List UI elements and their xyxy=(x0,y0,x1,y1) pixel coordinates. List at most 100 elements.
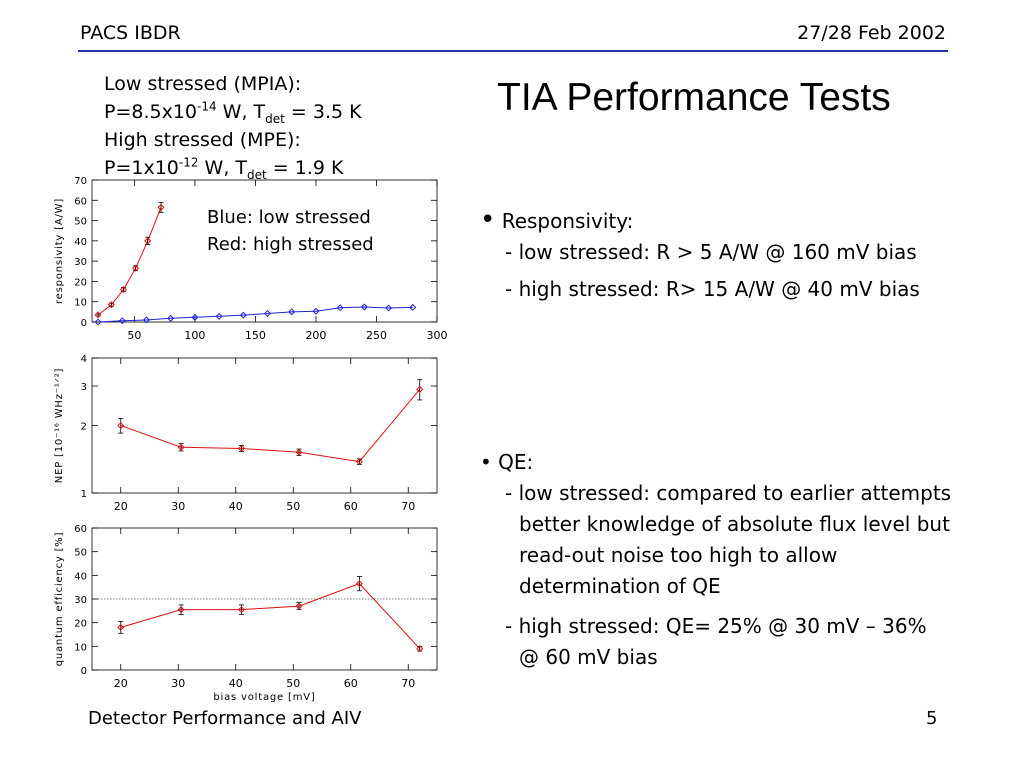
x-tick-label: 150 xyxy=(245,329,266,342)
x-tick-label: 60 xyxy=(344,500,358,513)
y-axis-label: responsivity [A/W] xyxy=(54,198,65,304)
data-point xyxy=(416,645,424,653)
data-point xyxy=(288,308,296,316)
y-axis-label: NEP [10⁻¹⁶ WHz⁻¹ᐟ²] xyxy=(54,368,65,483)
y-tick-label: 0 xyxy=(81,666,87,677)
data-point xyxy=(355,580,363,588)
y-tick-label: 50 xyxy=(74,217,87,228)
data-point xyxy=(237,444,246,452)
data-point xyxy=(142,316,150,324)
data-point xyxy=(312,307,320,315)
y-tick-label: 2 xyxy=(81,422,87,433)
data-point xyxy=(157,203,165,211)
data-point xyxy=(355,458,363,466)
data-point xyxy=(336,304,344,312)
header-date: 27/28 Feb 2002 xyxy=(797,22,946,44)
data-point xyxy=(409,303,417,311)
series-line-high-stressed xyxy=(97,207,162,316)
data-point xyxy=(360,303,368,311)
data-point xyxy=(295,602,303,610)
x-tick-label: 50 xyxy=(286,500,300,513)
high-stressed-params: P=1x10-12 W, Tdet = 1.9 K xyxy=(104,155,344,182)
x-tick-label: 70 xyxy=(401,677,415,690)
y-tick-label: 50 xyxy=(74,548,87,559)
qe-high-line-2: @ 60 mV bias xyxy=(519,645,658,669)
page-number: 5 xyxy=(926,708,938,729)
y-tick-label: 10 xyxy=(74,642,87,653)
y-tick-label: 70 xyxy=(74,176,87,187)
responsivity-high: - high stressed: R> 15 A/W @ 40 mV bias xyxy=(505,277,920,301)
y-tick-label: 4 xyxy=(81,354,87,365)
x-tick-label: 40 xyxy=(229,500,243,513)
plot-frame xyxy=(91,179,438,323)
y-tick-label: 10 xyxy=(74,298,87,309)
data-point xyxy=(132,264,140,272)
data-point xyxy=(94,318,102,326)
data-point xyxy=(295,448,303,456)
low-stressed-params: P=8.5x10-14 W, Tdet = 3.5 K xyxy=(104,99,362,126)
x-tick-label: 70 xyxy=(401,500,415,513)
y-tick-label: 0 xyxy=(81,318,87,329)
x-tick-label: 250 xyxy=(366,329,387,342)
x-tick-label: 60 xyxy=(344,677,358,690)
x-tick-label: 50 xyxy=(127,329,141,342)
test-conditions: Low stressed (MPIA): P=8.5x10-14 W, Tdet… xyxy=(104,70,362,182)
series-line-high-stressed xyxy=(120,388,421,463)
data-point xyxy=(264,309,272,317)
qe-low-line-4: determination of QE xyxy=(519,574,721,598)
data-point xyxy=(177,443,185,451)
data-point xyxy=(385,304,393,312)
x-tick-label: 100 xyxy=(184,329,205,342)
data-point xyxy=(107,301,115,309)
x-tick-label: 40 xyxy=(229,677,243,690)
x-tick-label: 20 xyxy=(114,500,128,513)
data-point xyxy=(215,312,223,320)
responsivity-heading: • Responsivity: xyxy=(480,205,634,235)
legend-note-red: Red: high stressed xyxy=(207,234,374,255)
qe-low-line-1: - low stressed: compared to earlier atte… xyxy=(505,481,952,505)
y-tick-label: 1 xyxy=(81,489,87,500)
y-tick-label: 60 xyxy=(74,524,87,535)
qe-high-line-1: - high stressed: QE= 25% @ 30 mV – 36% xyxy=(505,614,927,638)
findings-text: • Responsivity: - low stressed: R > 5 A/… xyxy=(480,205,1020,673)
slide-title: TIA Performance Tests xyxy=(497,76,891,119)
y-tick-label: 30 xyxy=(74,257,87,268)
data-point xyxy=(177,606,185,614)
x-tick-label: 30 xyxy=(171,677,185,690)
header-rule xyxy=(78,50,948,52)
low-stressed-label: Low stressed (MPIA): xyxy=(104,73,302,95)
data-point xyxy=(167,314,175,322)
qe-heading: • QE: xyxy=(480,450,534,474)
series-line-high-stressed xyxy=(120,583,421,650)
qe-low-line-2: better knowledge of absolute flux level … xyxy=(519,512,950,536)
responsivity-low: - low stressed: R > 5 A/W @ 160 mV bias xyxy=(505,240,917,264)
data-point xyxy=(191,313,199,321)
data-point xyxy=(94,311,102,319)
data-point xyxy=(117,623,125,631)
x-tick-label: 200 xyxy=(305,329,326,342)
data-point xyxy=(118,317,126,325)
data-point xyxy=(119,286,127,294)
qe-low-line-3: read-out noise too high to allow xyxy=(519,543,838,567)
x-tick-label: 300 xyxy=(427,329,448,342)
data-point xyxy=(117,421,125,430)
x-tick-label: 30 xyxy=(171,500,185,513)
legend-note-blue: Blue: low stressed xyxy=(207,207,371,228)
y-tick-label: 3 xyxy=(81,382,87,393)
header-left-text: PACS IBDR xyxy=(80,22,181,44)
y-tick-label: 30 xyxy=(74,595,87,606)
data-point xyxy=(144,237,152,245)
y-tick-label: 40 xyxy=(74,571,87,582)
plot-frame xyxy=(91,357,438,494)
data-point xyxy=(237,606,246,614)
y-tick-label: 60 xyxy=(74,196,87,207)
data-point xyxy=(416,385,424,393)
y-tick-label: 20 xyxy=(74,619,87,630)
footer-text: Detector Performance and AIV xyxy=(88,708,362,729)
series-line-low-stressed xyxy=(98,306,413,323)
y-tick-label: 20 xyxy=(74,277,87,288)
x-tick-label: 20 xyxy=(114,677,128,690)
high-stressed-label: High stressed (MPE): xyxy=(104,129,301,151)
y-tick-label: 40 xyxy=(74,237,87,248)
